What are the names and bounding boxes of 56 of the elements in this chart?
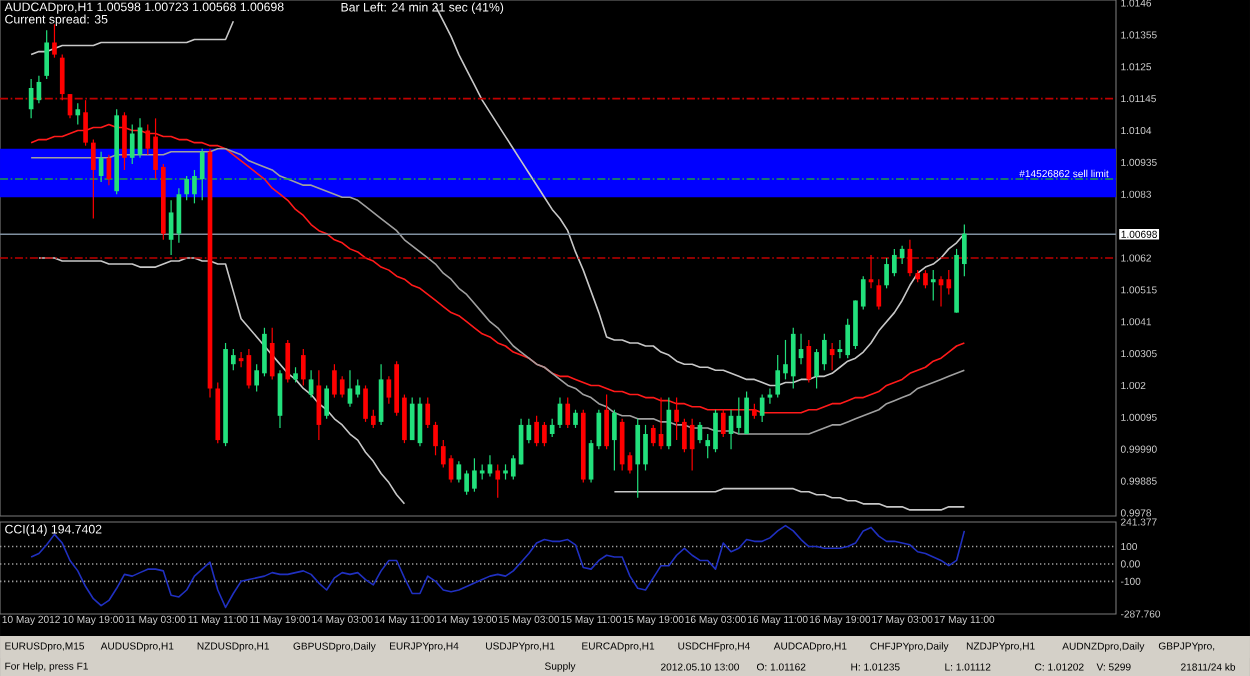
candlestick	[876, 278, 882, 311]
candlestick	[199, 148, 205, 201]
candlestick	[122, 111, 127, 171]
candlestick	[884, 257, 889, 289]
candlestick	[635, 418, 641, 499]
candlestick	[262, 327, 267, 377]
candlestick	[425, 397, 431, 429]
candlestick	[892, 248, 897, 277]
candlestick	[339, 375, 345, 399]
candlestick	[822, 333, 827, 371]
candlestick	[409, 397, 415, 441]
candlestick	[363, 384, 368, 423]
candlestick	[736, 397, 742, 435]
candlestick	[355, 378, 361, 399]
candlestick	[433, 421, 438, 456]
candlestick	[300, 348, 306, 387]
candlestick	[456, 460, 462, 484]
candlestick	[324, 384, 329, 420]
candlestick	[91, 139, 96, 220]
candlestick	[332, 363, 337, 399]
candlestick	[643, 424, 648, 472]
candlestick	[923, 269, 928, 289]
candlestick	[75, 102, 81, 126]
candlestick	[83, 99, 88, 147]
candlestick	[472, 457, 477, 493]
candlestick	[682, 418, 687, 453]
candlestick	[806, 339, 812, 384]
candlestick	[542, 421, 547, 447]
candlestick	[59, 54, 65, 101]
candlestick	[308, 369, 314, 399]
candlestick	[184, 175, 189, 201]
candlestick	[464, 469, 469, 496]
candlestick	[775, 354, 781, 399]
candlestick	[720, 409, 726, 438]
candlestick	[52, 23, 57, 59]
candlestick	[549, 418, 555, 438]
candlestick	[814, 348, 819, 390]
candlestick	[674, 397, 679, 441]
candlestick	[495, 463, 501, 499]
candlestick	[269, 327, 275, 380]
candlestick	[129, 123, 135, 165]
candlestick	[604, 393, 609, 450]
candlestick	[347, 369, 353, 408]
candlestick	[573, 409, 578, 429]
candlestick	[713, 409, 718, 453]
candlestick	[44, 29, 50, 80]
candlestick	[612, 409, 617, 472]
candlestick	[565, 397, 571, 429]
candlestick	[946, 269, 952, 295]
candlestick	[650, 424, 656, 447]
candlestick	[744, 390, 749, 435]
candlestick	[930, 269, 936, 302]
candlestick	[790, 327, 796, 390]
candlestick	[666, 397, 672, 450]
candlestick	[534, 415, 539, 447]
candlestick	[285, 339, 291, 384]
